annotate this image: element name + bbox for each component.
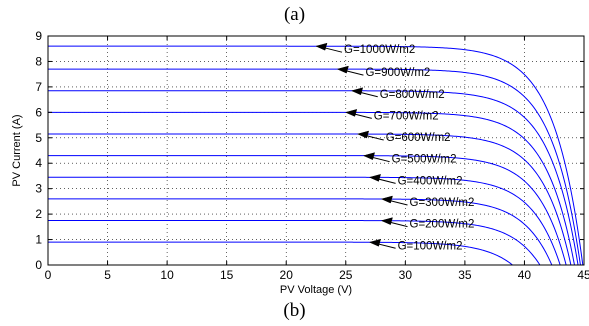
irradiance-label: G=100W/m2 [398,240,463,252]
irradiance-annotation: G=200W/m2 [380,217,475,231]
y-tick-label: 3 [35,182,42,196]
y-tick-label: 7 [35,80,42,94]
annotation-arrowhead [380,195,393,204]
iv-curve-line [48,111,575,266]
irradiance-annotation: G=700W/m2 [345,109,439,122]
annotation-arrowhead [315,42,328,51]
iv-curve-line [48,155,567,266]
x-tick-label: 25 [339,268,353,282]
annotation-arrowhead [336,65,349,74]
x-axis-title: PV Voltage (V) [280,284,352,296]
irradiance-label: G=800W/m2 [380,89,445,101]
irradiance-label: G=1000W/m2 [344,44,415,56]
y-tick-label: 9 [35,29,42,43]
iv-curve-line [48,241,513,266]
x-tick-label: 0 [45,268,52,282]
y-axis-title: PV Current (A) [11,114,23,186]
annotation-arrowhead [350,87,364,96]
irradiance-label: G=600W/m2 [386,132,451,144]
x-tick-label: 35 [458,268,472,282]
annotation-arrowhead [362,152,376,161]
annotation-arrowhead [368,238,381,247]
irradiance-annotations: G=1000W/m2 G=900W/m2 G=800W/m2 G=700W/m2 G=6… [315,42,475,252]
irradiance-annotation: G=900W/m2 [336,65,430,79]
x-tick-label: 45 [577,268,589,282]
irradiance-label: G=700W/m2 [374,110,439,122]
iv-curve-line [48,198,553,266]
iv-curve-line [48,176,561,266]
irradiance-annotation: G=800W/m2 [350,87,445,101]
irradiance-label: G=200W/m2 [410,219,475,231]
y-tick-label: 1 [35,233,42,247]
annotation-arrowhead [368,173,381,182]
y-tick-label: 4 [35,156,42,170]
x-tick-label: 30 [399,268,413,282]
irradiance-annotation: G=600W/m2 [356,130,451,144]
irradiance-label: G=400W/m2 [398,175,463,187]
subfigure-label-b: (b) [283,300,306,321]
iv-curve-line [48,219,541,266]
x-tick-label: 20 [280,268,294,282]
subfigure-label-a: (a) [283,4,306,25]
x-tick-label: 5 [104,268,111,282]
y-tick-label: 5 [35,131,42,145]
iv-curves [48,45,584,266]
grid [48,36,584,265]
plot-frame [47,35,585,266]
irradiance-annotation: G=500W/m2 [362,152,457,166]
y-tick-label: 2 [35,207,42,221]
x-tick-label: 40 [518,268,532,282]
x-tick-label: 15 [220,268,234,282]
y-tick-label: 0 [35,258,42,272]
annotation-arrowhead [380,217,393,225]
irradiance-annotation: G=300W/m2 [380,195,475,209]
y-tick-label: 8 [35,54,42,68]
irradiance-label: G=500W/m2 [392,154,457,166]
irradiance-label: G=900W/m2 [365,67,430,79]
y-tick-label: 6 [35,105,42,119]
iv-curve-line [48,90,579,266]
iv-curve-line [48,133,572,266]
x-tick-label: 10 [160,268,174,282]
irradiance-label: G=300W/m2 [410,197,475,209]
iv-curve-line [48,68,581,266]
annotation-arrowhead [356,130,370,139]
irradiance-annotation: G=1000W/m2 [315,42,415,56]
irradiance-annotation: G=400W/m2 [368,173,463,187]
irradiance-annotation: G=100W/m2 [368,238,463,252]
annotation-arrowhead [345,109,358,117]
